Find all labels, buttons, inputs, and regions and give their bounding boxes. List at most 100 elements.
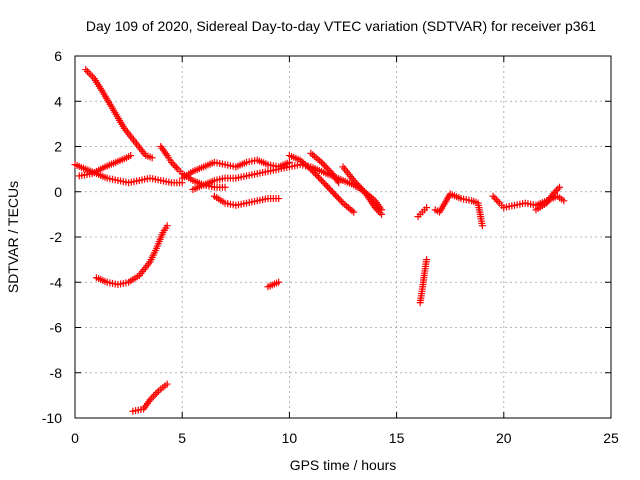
- data-point: [376, 209, 384, 217]
- y-tick-label: -6: [50, 320, 63, 336]
- series-arc3: [75, 152, 135, 180]
- series-arc10: [285, 152, 358, 216]
- data-point: [357, 185, 365, 193]
- data-point: [378, 210, 386, 218]
- data-point: [85, 69, 93, 77]
- data-point: [322, 181, 330, 189]
- x-tick-label: 20: [496, 430, 512, 446]
- data-point: [318, 158, 326, 166]
- data-point: [275, 278, 283, 286]
- data-point: [331, 191, 339, 199]
- y-tick-label: -2: [50, 229, 63, 245]
- data-point: [307, 165, 315, 173]
- data-point: [327, 186, 335, 194]
- data-point: [151, 390, 159, 398]
- x-tick-label: 15: [389, 430, 405, 446]
- data-point: [354, 181, 362, 189]
- data-point: [163, 380, 171, 388]
- y-tick-label: 4: [54, 93, 62, 109]
- data-point: [171, 162, 179, 170]
- data-point: [556, 183, 564, 191]
- marks-layer: [71, 66, 568, 415]
- data-point: [149, 392, 157, 400]
- data-point: [489, 192, 497, 200]
- x-tick-label: 5: [178, 430, 186, 446]
- grid-layer: [75, 56, 611, 418]
- data-point: [494, 197, 502, 205]
- data-point: [423, 256, 431, 264]
- data-point: [319, 178, 327, 186]
- data-point: [324, 165, 332, 173]
- data-point: [335, 179, 343, 187]
- data-point: [148, 154, 156, 162]
- data-point: [373, 205, 381, 213]
- series-arc11: [307, 149, 343, 187]
- series-arc12: [339, 163, 386, 218]
- series-arc6: [157, 143, 229, 191]
- data-point: [350, 208, 358, 216]
- data-point: [311, 170, 319, 178]
- y-tick-label: 6: [54, 48, 62, 64]
- data-point: [314, 173, 322, 181]
- x-axis-label: GPS time / hours: [290, 457, 397, 473]
- data-point: [336, 196, 344, 204]
- data-point: [350, 176, 358, 184]
- data-point: [492, 196, 500, 204]
- data-point: [316, 175, 324, 183]
- data-point: [87, 71, 95, 79]
- series-arc1: [82, 66, 156, 162]
- data-point: [172, 163, 180, 171]
- data-point: [313, 172, 321, 180]
- data-point: [127, 152, 135, 160]
- data-point: [549, 190, 557, 198]
- data-point: [351, 178, 359, 186]
- data-point: [169, 160, 177, 168]
- data-point: [321, 180, 329, 188]
- series-arc14: [416, 256, 431, 307]
- data-point: [333, 193, 341, 201]
- data-point: [478, 222, 486, 230]
- y-tick-label: -10: [42, 410, 62, 426]
- data-point: [328, 188, 336, 196]
- series-arc13: [264, 278, 283, 291]
- series-arc15: [414, 204, 431, 221]
- series-arc17: [489, 192, 568, 212]
- data-point: [552, 187, 560, 195]
- y-tick-label: 0: [54, 184, 62, 200]
- data-point: [319, 160, 327, 168]
- data-point: [167, 158, 175, 166]
- data-point: [221, 183, 229, 191]
- x-tick-label: 25: [603, 430, 619, 446]
- data-point: [359, 186, 367, 194]
- y-tick-label: 2: [54, 139, 62, 155]
- data-point: [325, 166, 333, 174]
- data-point: [321, 162, 329, 170]
- x-tick-label: 10: [282, 430, 298, 446]
- tick-layer: 0 5 10 15 20 25 -10 -8 -6 -4 -2 0 2 4 6: [42, 48, 619, 446]
- y-tick-label: -8: [50, 365, 63, 381]
- series-arc16: [431, 190, 486, 230]
- data-point: [310, 168, 318, 176]
- data-point: [491, 194, 499, 202]
- data-point: [551, 188, 559, 196]
- series-arc18: [532, 183, 564, 214]
- x-tick-label: 0: [71, 430, 79, 446]
- data-point: [423, 204, 431, 212]
- y-axis-label: SDTVAR / TECUs: [5, 181, 21, 293]
- data-point: [334, 194, 342, 202]
- data-point: [560, 197, 568, 205]
- data-point: [82, 66, 90, 74]
- data-point: [308, 167, 316, 175]
- data-point: [356, 183, 364, 191]
- data-point: [330, 189, 338, 197]
- data-point: [337, 197, 345, 205]
- data-point: [324, 183, 332, 191]
- data-point: [153, 389, 161, 397]
- series-arc4: [92, 222, 171, 289]
- data-point: [83, 67, 91, 75]
- data-point: [374, 207, 382, 215]
- data-point: [322, 163, 330, 171]
- series-arc8: [210, 192, 283, 209]
- data-point: [275, 195, 283, 203]
